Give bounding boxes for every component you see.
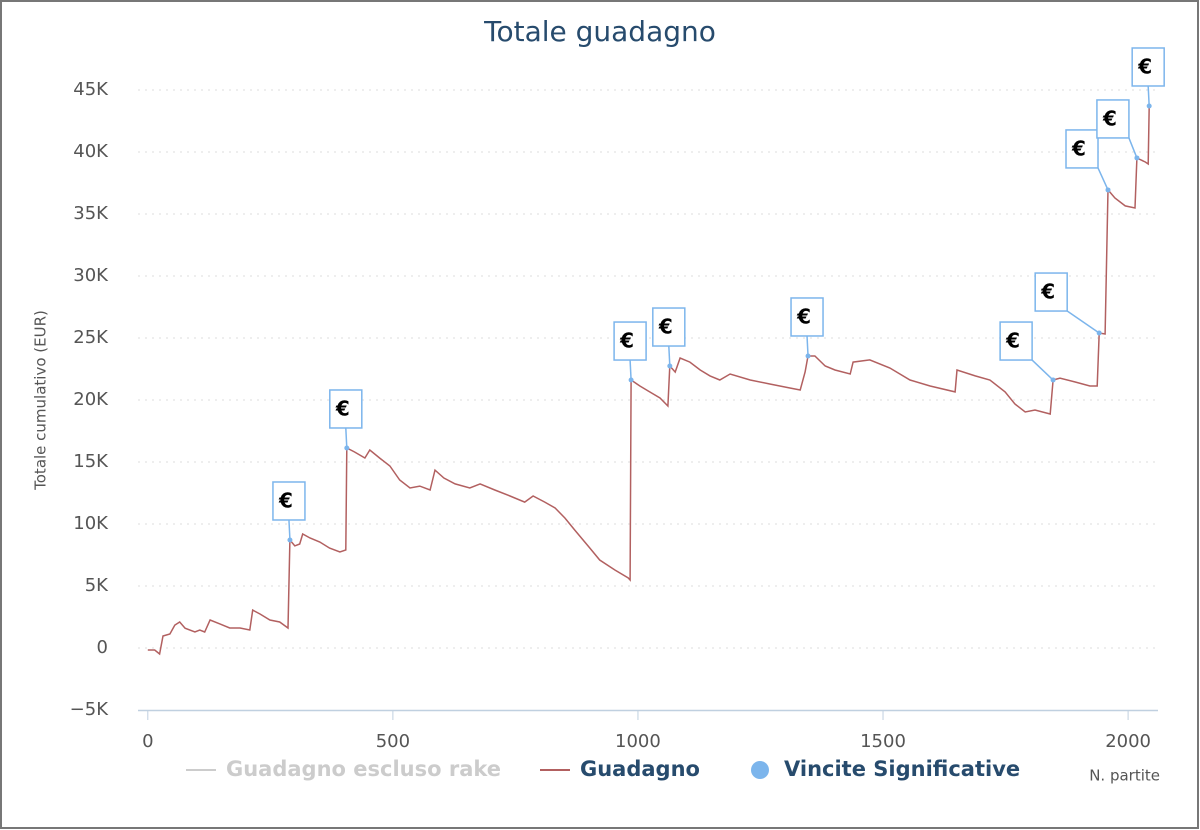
legend-item[interactable]: Guadagno escluso rake bbox=[226, 757, 501, 781]
flag-point bbox=[667, 363, 673, 369]
flag-box bbox=[329, 389, 363, 429]
flag-connector bbox=[288, 519, 291, 541]
flag-point bbox=[805, 353, 811, 359]
flag-box bbox=[1034, 272, 1068, 312]
y-axis-title: Totale cumulativo (EUR) bbox=[32, 310, 50, 491]
y-tick-label: 30K bbox=[73, 265, 109, 286]
series-line bbox=[147, 105, 1150, 656]
flag-point bbox=[628, 377, 634, 383]
legend-item[interactable]: Vincite Significative bbox=[784, 757, 1020, 781]
y-tick-label: 15K bbox=[73, 451, 109, 472]
y-tick-label: 25K bbox=[73, 327, 109, 348]
flag-connector bbox=[1031, 359, 1054, 381]
flag-connector bbox=[1128, 137, 1138, 159]
flag-point bbox=[1105, 187, 1111, 193]
flag-box bbox=[613, 321, 647, 361]
y-tick-label: −5K bbox=[70, 699, 110, 720]
flag-point bbox=[344, 445, 350, 451]
legend-symbol bbox=[751, 761, 769, 779]
x-tick-label: 2000 bbox=[1105, 731, 1151, 752]
flag-point bbox=[1146, 103, 1152, 109]
flag-title: € bbox=[1040, 280, 1055, 304]
flag-box bbox=[652, 307, 686, 347]
y-tick-label: 40K bbox=[73, 141, 109, 162]
flag-connector bbox=[629, 359, 632, 381]
y-tick-label: 20K bbox=[73, 389, 109, 410]
flag-connector bbox=[1097, 167, 1109, 191]
x-tick-label: 500 bbox=[376, 731, 410, 752]
flag-title: € bbox=[1071, 136, 1086, 160]
flag-point bbox=[287, 537, 293, 543]
x-tick-label: 1000 bbox=[615, 731, 661, 752]
flag-title: € bbox=[1137, 54, 1152, 78]
flag-point bbox=[1134, 155, 1140, 161]
x-axis-title: N. partite bbox=[1089, 767, 1160, 785]
chart-title: Totale guadagno bbox=[483, 15, 716, 48]
y-tick-label: 5K bbox=[85, 575, 109, 596]
flag-box bbox=[272, 481, 306, 521]
flag-point bbox=[1050, 377, 1056, 383]
flag-title: € bbox=[335, 396, 350, 420]
flag-connector bbox=[1147, 85, 1150, 107]
flag-box bbox=[1065, 129, 1099, 169]
flag-box bbox=[1131, 47, 1165, 87]
flag-title: € bbox=[619, 329, 634, 353]
flag-connector bbox=[668, 345, 671, 367]
y-tick-label: 45K bbox=[73, 79, 109, 100]
y-tick-label: 0 bbox=[97, 637, 108, 658]
flag-title: € bbox=[278, 488, 293, 512]
flag-title: € bbox=[1102, 106, 1117, 130]
flag-box bbox=[790, 297, 824, 337]
flag-title: € bbox=[658, 315, 673, 339]
flag-title: € bbox=[1005, 329, 1020, 353]
flag-title: € bbox=[796, 304, 811, 328]
y-tick-label: 10K bbox=[73, 513, 109, 534]
flag-connector bbox=[345, 427, 348, 449]
flag-box bbox=[999, 321, 1033, 361]
flag-point bbox=[1096, 330, 1102, 336]
legend-item[interactable]: Guadagno bbox=[580, 757, 700, 781]
flag-connector bbox=[1066, 310, 1100, 334]
y-tick-label: 35K bbox=[73, 203, 109, 224]
x-tick-label: 0 bbox=[142, 731, 153, 752]
x-tick-label: 1500 bbox=[860, 731, 906, 752]
flag-connector bbox=[806, 335, 809, 357]
flag-box bbox=[1096, 99, 1130, 139]
